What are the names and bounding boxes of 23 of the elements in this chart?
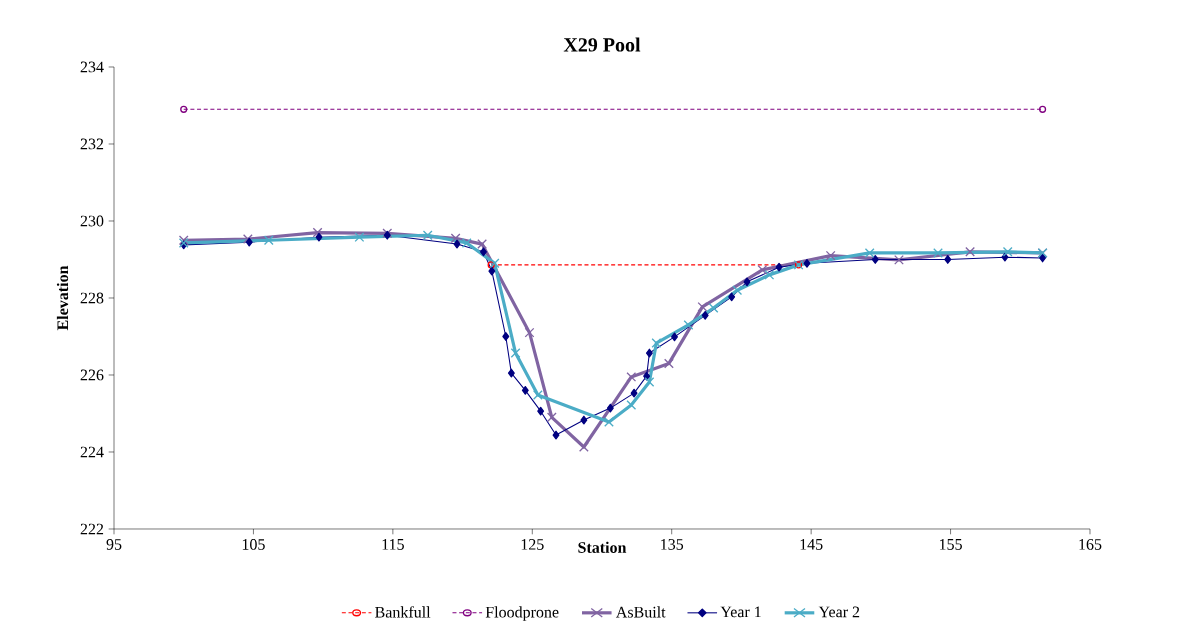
legend-label: Year 2 — [818, 606, 860, 618]
legend-label: Floodprone — [485, 606, 559, 621]
legend-label: AsBuilt — [615, 606, 666, 618]
x-tick-label: 165 — [1079, 539, 1102, 550]
y-tick-label: 230 — [80, 215, 104, 227]
legend-label: Year 1 — [720, 606, 761, 618]
x-tick-label: 135 — [661, 539, 684, 550]
chart-title: X29 Pool — [563, 37, 641, 52]
y-tick-label: 232 — [80, 138, 104, 150]
legend-label: Bankfull — [375, 606, 431, 618]
x-axis-title: Station — [578, 541, 627, 553]
x-tick-label: 95 — [106, 539, 122, 550]
y-tick-label: 224 — [80, 446, 104, 458]
x-tick-label: 155 — [939, 539, 962, 550]
x-tick-label: 115 — [382, 539, 404, 550]
y-axis-title: Elevation — [56, 265, 69, 331]
x-tick-label: 145 — [800, 539, 823, 550]
y-tick-label: 234 — [80, 61, 104, 73]
y-tick-label: 226 — [80, 369, 104, 381]
x-tick-label: 105 — [242, 539, 265, 550]
x-tick-label: 125 — [521, 539, 544, 550]
y-tick-label: 222 — [80, 523, 104, 535]
y-tick-label: 228 — [80, 292, 104, 304]
